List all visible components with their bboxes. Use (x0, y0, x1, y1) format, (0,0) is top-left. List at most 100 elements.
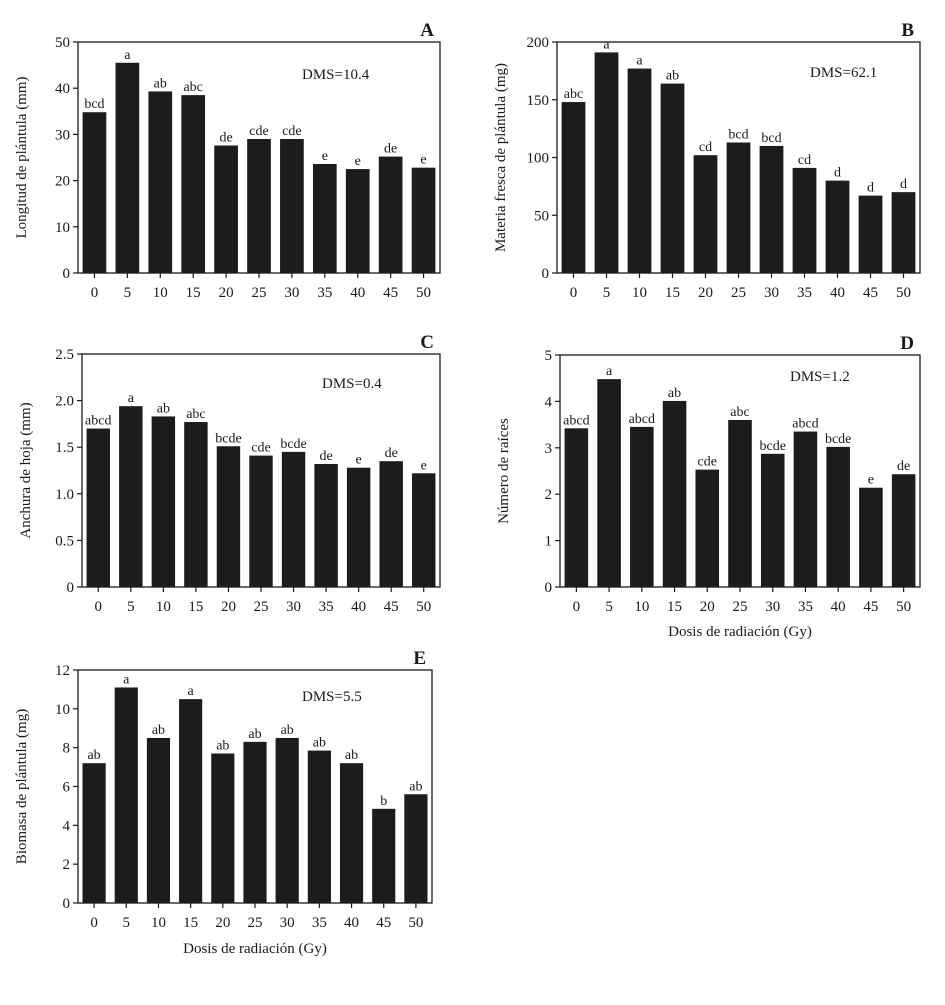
bar-letter-label: e (868, 473, 874, 488)
bar-35 (307, 750, 331, 903)
bar-15 (660, 83, 685, 273)
x-tick-label: 45 (376, 915, 391, 931)
x-tick-label: 15 (665, 285, 680, 301)
y-tick-label: 2 (63, 857, 71, 873)
chart-panel-e: 0 2 4 6 8 10 12 ab 0 a 5 ab 10 a 15 ab 20 ab 25 ab 30 ab 35 ab 4… (14, 648, 433, 957)
bar-letter-label: b (380, 794, 387, 809)
x-axis-title: Dosis de radiación (Gy) (183, 941, 327, 957)
x-tick-label: 20 (219, 285, 234, 301)
bar-0 (86, 428, 110, 587)
bar-letter-label: ab (409, 779, 422, 794)
x-tick-label: 5 (123, 915, 131, 931)
x-tick-label: 45 (863, 599, 878, 615)
y-tick-label: 0 (545, 580, 553, 596)
x-tick-label: 20 (700, 599, 715, 615)
x-tick-label: 40 (344, 915, 359, 931)
y-tick-label: 150 (527, 93, 550, 109)
bar-letter-label: a (636, 54, 643, 69)
bar-letter-label: cde (282, 124, 301, 139)
bar-35 (793, 431, 818, 587)
x-tick-label: 30 (286, 599, 301, 615)
y-tick-label: 0.5 (55, 533, 74, 549)
bar-50 (411, 167, 436, 273)
x-tick-label: 15 (183, 915, 198, 931)
bar-letter-label: d (867, 181, 874, 196)
bar-letter-label: ab (157, 401, 170, 416)
panel-letter: A (420, 20, 434, 41)
bar-35 (314, 463, 338, 587)
x-tick-label: 25 (733, 599, 748, 615)
x-tick-label: 0 (90, 915, 98, 931)
y-axis-title: Número de raíces (496, 418, 512, 524)
x-tick-label: 50 (896, 285, 911, 301)
y-tick-label: 1 (545, 534, 553, 550)
x-tick-label: 30 (764, 285, 779, 301)
y-tick-label: 0 (542, 266, 550, 282)
bar-20 (693, 155, 718, 273)
bar-letter-label: e (322, 149, 328, 164)
bar-5 (119, 406, 143, 587)
bar-letter-label: a (188, 684, 195, 699)
bar-letter-label: abcd (85, 414, 111, 429)
bar-letter-label: a (603, 37, 610, 52)
bar-letter-label: abc (186, 407, 205, 422)
bar-letter-label: ab (248, 727, 261, 742)
x-tick-label: 40 (350, 285, 365, 301)
bar-letter-label: bcd (761, 131, 781, 146)
panel-letter: E (413, 648, 426, 669)
bar-45 (378, 156, 403, 273)
chart-panel-a: 0 10 20 30 40 50 bcd 0 a 5 ab 10 abc 15 de 20 cde 25 cde 30… (14, 20, 441, 301)
bar-25 (247, 139, 271, 273)
bar-letter-label: e (355, 154, 361, 169)
y-tick-label: 0 (67, 580, 75, 596)
y-tick-label: 2.0 (55, 394, 74, 410)
x-tick-label: 15 (188, 599, 203, 615)
chart-panel-d: 012345abcd0a5abcd10ab15cde20abc25bcde30a… (496, 333, 921, 640)
bar-letter-label: bcde (825, 432, 851, 447)
bar-letter-label: ab (152, 723, 165, 738)
bar-letter-label: e (420, 153, 426, 168)
bar-letter-label: bcde (215, 431, 241, 446)
y-tick-label: 1.5 (55, 440, 74, 456)
x-tick-label: 25 (252, 285, 267, 301)
y-tick-label: 200 (527, 35, 550, 51)
x-tick-label: 50 (408, 915, 423, 931)
bar-50 (412, 473, 436, 587)
y-tick-label: 8 (63, 741, 71, 757)
dms-annotation: DMS=10.4 (302, 67, 370, 83)
bar-30 (760, 453, 785, 587)
x-tick-label: 10 (632, 285, 647, 301)
x-tick-label: 0 (573, 599, 581, 615)
bar-15 (662, 400, 687, 587)
y-tick-label: 100 (527, 151, 550, 167)
bar-letter-label: ab (87, 748, 100, 763)
x-tick-label: 0 (95, 599, 103, 615)
x-tick-label: 35 (319, 599, 334, 615)
y-tick-label: 0 (63, 896, 71, 912)
y-tick-label: 1.0 (55, 487, 74, 503)
bar-10 (630, 426, 654, 587)
bar-35 (792, 167, 817, 273)
bar-letter-label: e (356, 453, 362, 468)
bar-letter-label: cde (698, 455, 717, 470)
bar-45 (858, 195, 883, 273)
x-tick-label: 40 (351, 599, 366, 615)
chart-panel-c: 0 0.5 1.0 1.5 2.0 2.5 abcd 0 a 5 ab 10 abc 15 bcde 20 cd… (18, 332, 441, 615)
bar-letter-label: abcd (629, 412, 655, 427)
dms-annotation: DMS=5.5 (302, 689, 362, 705)
bar-15 (179, 699, 203, 903)
bar-40 (825, 180, 850, 273)
bar-40 (346, 467, 371, 587)
bar-letter-label: ab (668, 386, 681, 401)
bar-50 (891, 474, 916, 587)
y-tick-label: 4 (63, 818, 71, 834)
bar-25 (726, 142, 751, 273)
y-tick-label: 10 (55, 702, 70, 718)
x-tick-label: 25 (254, 599, 269, 615)
bar-10 (627, 68, 652, 273)
x-tick-label: 35 (317, 285, 332, 301)
y-axis-title: Biomasa de plántula (mg) (14, 709, 30, 864)
x-tick-label: 35 (798, 599, 813, 615)
x-tick-label: 35 (797, 285, 812, 301)
y-axis-title: Anchura de hoja (mm) (18, 402, 34, 538)
